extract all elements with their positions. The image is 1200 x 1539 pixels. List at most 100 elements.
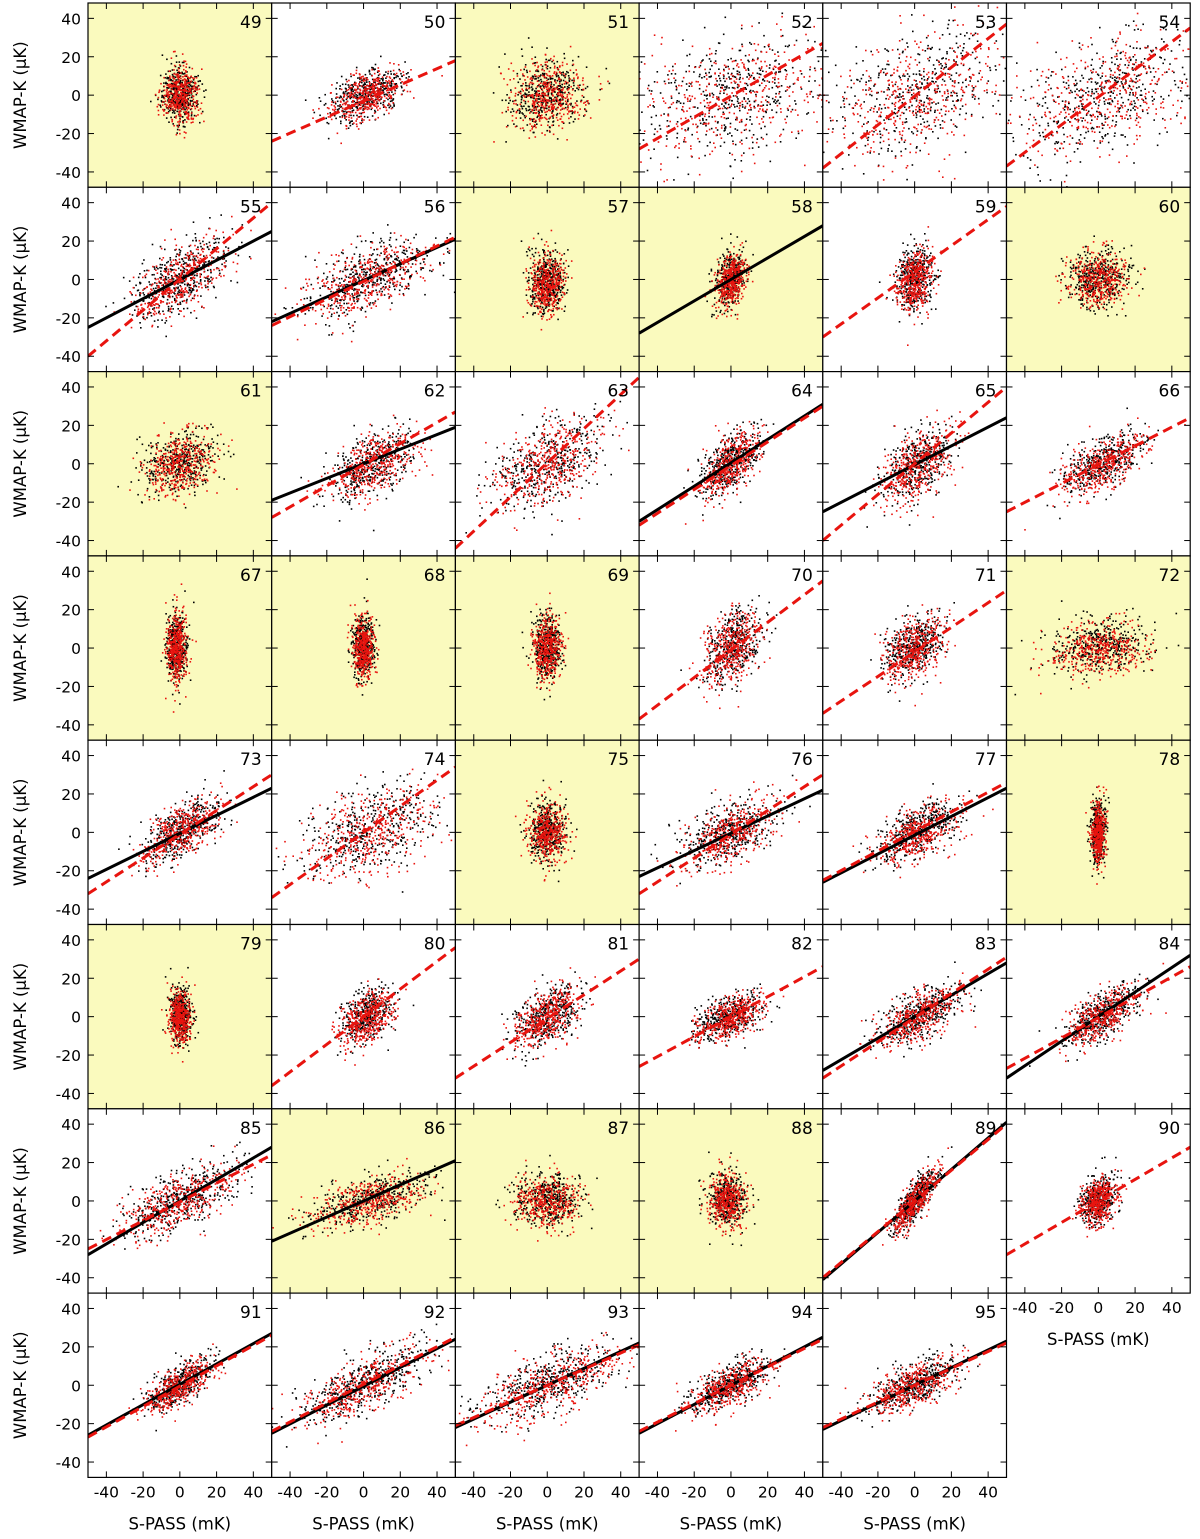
scatter-point xyxy=(553,99,556,102)
scatter-point xyxy=(408,76,410,78)
scatter-point xyxy=(1130,77,1132,80)
scatter-point xyxy=(549,100,552,103)
red-points xyxy=(154,50,205,139)
scatter-point xyxy=(562,121,564,124)
scatter-point xyxy=(961,86,963,89)
scatter-point xyxy=(902,50,904,53)
scatter-point xyxy=(379,82,382,84)
scatter-point xyxy=(563,52,565,55)
scatter-point xyxy=(732,143,734,145)
scatter-point xyxy=(522,74,524,77)
scatter-point xyxy=(818,95,820,97)
scatter-point xyxy=(551,75,554,77)
scatter-point xyxy=(879,71,882,74)
scatter-point xyxy=(368,103,371,105)
scatter-point xyxy=(157,114,160,116)
scatter-point xyxy=(884,68,887,70)
scatter-point xyxy=(537,90,539,92)
scatter-point xyxy=(397,75,399,78)
scatter-point xyxy=(545,64,547,66)
scatter-point xyxy=(923,110,925,113)
scatter-point xyxy=(187,79,190,82)
scatter-point xyxy=(1104,113,1106,116)
scatter-point xyxy=(887,80,889,82)
scatter-point xyxy=(192,79,195,81)
scatter-point xyxy=(562,87,564,89)
scatter-point xyxy=(1095,83,1098,85)
scatter-point xyxy=(911,104,913,107)
scatter-point xyxy=(357,77,359,79)
scatter-point xyxy=(544,99,547,102)
scatter-point xyxy=(705,95,708,97)
scatter-point xyxy=(716,96,718,98)
scatter-point xyxy=(680,85,683,87)
scatter-point xyxy=(1169,63,1171,65)
scatter-point xyxy=(842,127,845,130)
scatter-point xyxy=(543,97,546,99)
scatter-point xyxy=(1042,97,1044,100)
scatter-point xyxy=(717,108,719,111)
scatter-point xyxy=(195,76,198,78)
scatter-point xyxy=(347,127,350,129)
scatter-point xyxy=(566,108,569,111)
scatter-point xyxy=(1001,33,1004,36)
scatter-point xyxy=(384,82,386,84)
scatter-point xyxy=(736,100,739,103)
scatter-point xyxy=(537,115,539,118)
scatter-point xyxy=(965,51,968,53)
scatter-point xyxy=(941,57,943,60)
scatter-point xyxy=(774,82,776,84)
scatter-point xyxy=(333,114,336,117)
scatter-point xyxy=(738,107,741,109)
scatter-point xyxy=(708,115,710,118)
scatter-point xyxy=(896,95,898,97)
scatter-point xyxy=(692,123,694,126)
scatter-point xyxy=(873,130,875,133)
scatter-point xyxy=(566,86,569,88)
scatter-point xyxy=(1108,103,1111,105)
scatter-point xyxy=(176,93,178,96)
scatter-point xyxy=(166,77,168,80)
scatter-point xyxy=(1187,48,1189,50)
scatter-point xyxy=(765,133,768,136)
scatter-point xyxy=(942,127,944,129)
scatter-point xyxy=(158,91,160,94)
scatter-point xyxy=(165,73,167,75)
scatter-point xyxy=(687,127,690,129)
scatter-point xyxy=(665,145,668,147)
scatter-point xyxy=(1044,96,1047,98)
scatter-point xyxy=(943,121,946,123)
scatter-point xyxy=(704,113,707,115)
scatter-point xyxy=(1111,148,1114,151)
scatter-point xyxy=(721,84,723,86)
scatter-point xyxy=(1056,130,1058,133)
scatter-point xyxy=(512,70,515,72)
scatter-point xyxy=(348,79,350,82)
scatter-point xyxy=(546,129,548,132)
scatter-point xyxy=(175,92,177,95)
scatter-point xyxy=(540,87,542,89)
scatter-point xyxy=(795,39,798,42)
scatter-point xyxy=(668,82,670,84)
scatter-point xyxy=(1113,79,1116,81)
scatter-point xyxy=(368,94,371,97)
scatter-point xyxy=(906,73,909,75)
scatter-point xyxy=(193,82,196,85)
scatter-point xyxy=(778,92,780,95)
scatter-point xyxy=(331,98,333,100)
scatter-point xyxy=(378,87,380,90)
scatter-point xyxy=(357,109,360,111)
scatter-point xyxy=(797,77,799,79)
scatter-point xyxy=(863,101,865,103)
scatter-point xyxy=(1135,81,1137,84)
scatter-point xyxy=(761,105,763,107)
scatter-point xyxy=(378,96,380,98)
scatter-point xyxy=(175,88,178,91)
scatter-point xyxy=(719,90,722,92)
scatter-point xyxy=(908,63,911,66)
scatter-point xyxy=(538,83,540,86)
scatter-point xyxy=(347,84,350,86)
scatter-point xyxy=(326,121,328,124)
scatter-point xyxy=(1128,61,1130,64)
scatter-point xyxy=(936,84,939,87)
